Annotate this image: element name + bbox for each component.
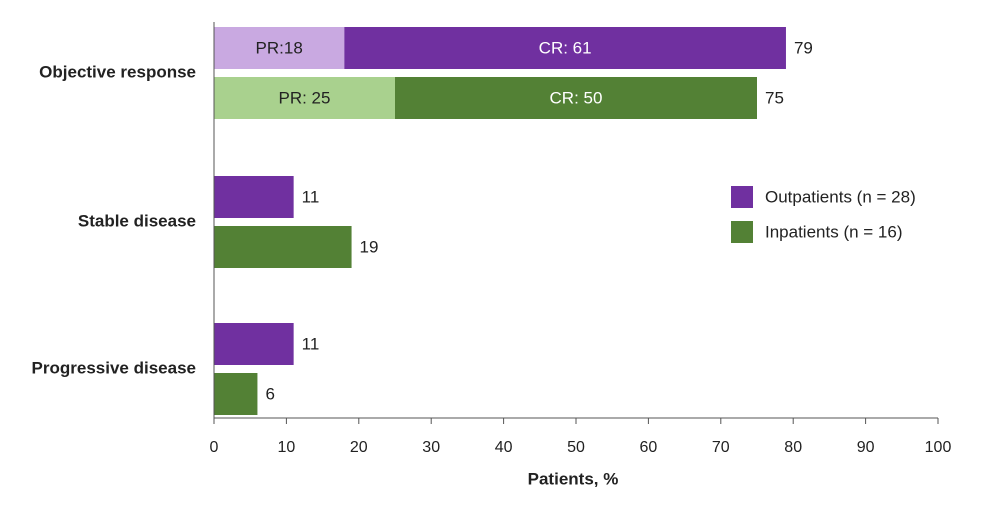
segment-label: PR:18: [256, 38, 303, 57]
x-tick-label: 60: [640, 439, 658, 456]
x-tick-label: 30: [422, 439, 440, 456]
bar-segment: [344, 27, 786, 69]
bar: [214, 226, 352, 268]
data-label: 11: [302, 187, 320, 206]
segment-label: CR: 50: [550, 88, 603, 107]
x-tick-label: 50: [567, 439, 585, 456]
legend-swatch: [731, 186, 753, 208]
bar-segment: [214, 77, 395, 119]
data-label: 11: [302, 334, 320, 353]
x-tick-label: 10: [278, 439, 296, 456]
data-label: 6: [265, 384, 274, 403]
category-label: Progressive disease: [32, 358, 196, 377]
bar: [214, 373, 258, 415]
bar: [214, 323, 294, 365]
x-tick-label: 0: [210, 439, 219, 456]
x-tick-label: 70: [712, 439, 730, 456]
x-tick-label: 80: [784, 439, 802, 456]
category-label: Objective response: [39, 62, 196, 81]
legend-label: Inpatients (n = 16): [765, 222, 903, 241]
data-label: 79: [794, 38, 813, 57]
data-label: 75: [765, 88, 784, 107]
bar-segment: [214, 27, 345, 69]
x-axis-label: Patients, %: [528, 469, 619, 488]
x-tick-label: 20: [350, 439, 368, 456]
legend-swatch: [731, 221, 753, 243]
segment-label: PR: 25: [279, 88, 331, 107]
x-tick-label: 40: [495, 439, 513, 456]
x-tick-label: 90: [857, 439, 875, 456]
data-label: 19: [360, 237, 379, 256]
bar: [214, 176, 294, 218]
segment-label: CR: 61: [539, 38, 592, 57]
x-tick-label: 100: [925, 439, 952, 456]
category-label: Stable disease: [78, 211, 196, 230]
bar-segment: [395, 77, 757, 119]
legend-label: Outpatients (n = 28): [765, 187, 916, 206]
